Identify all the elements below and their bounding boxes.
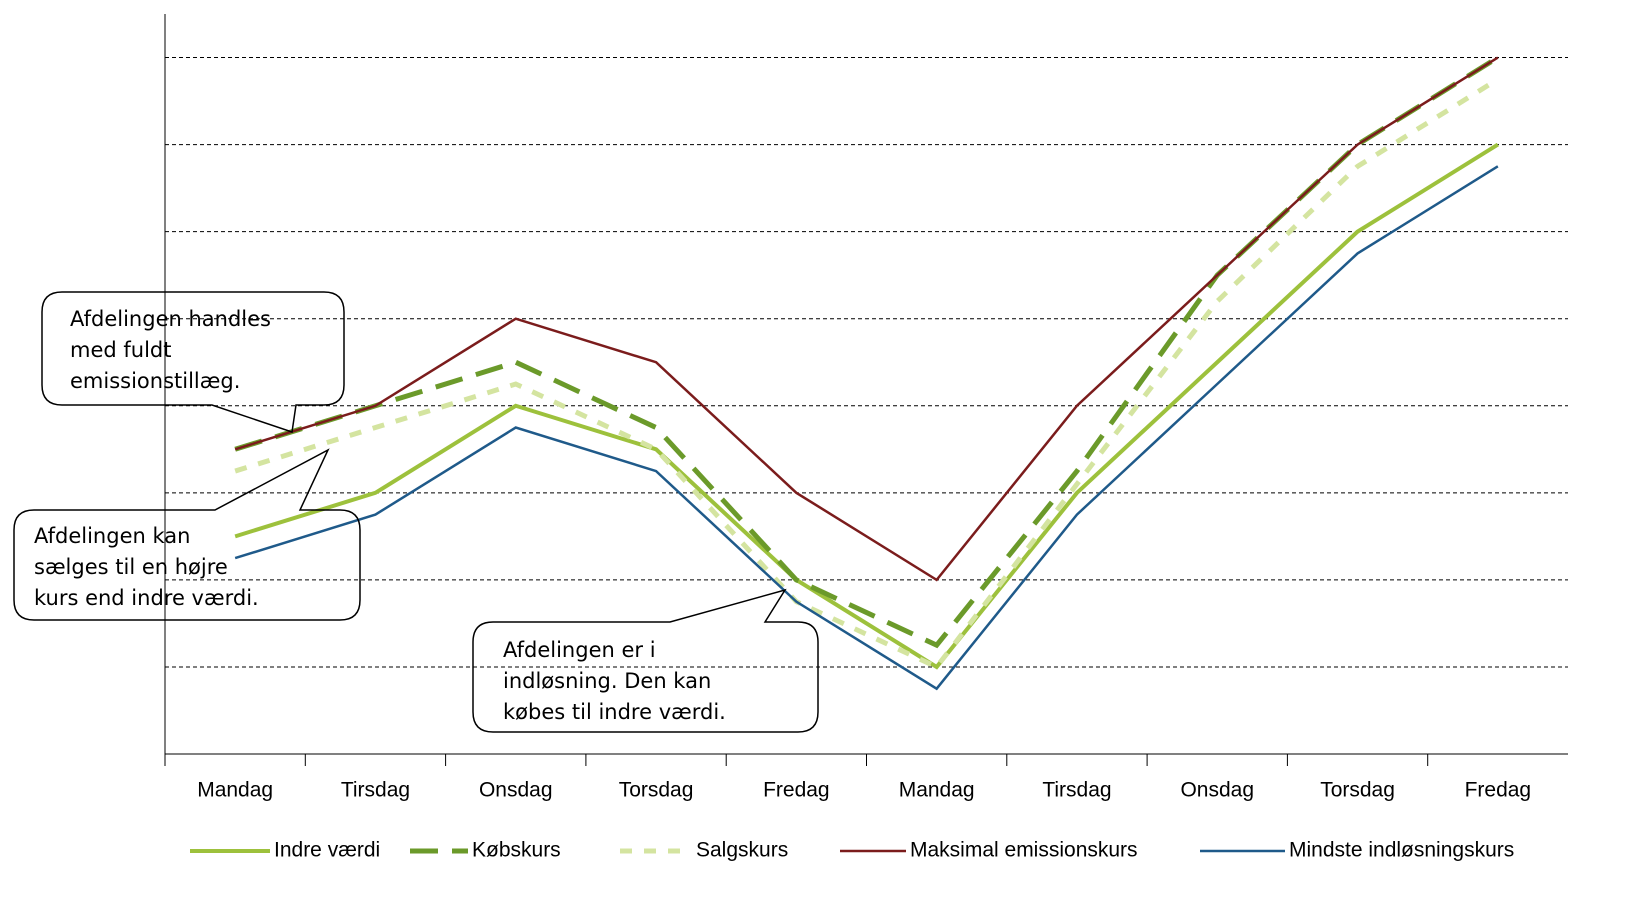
legend-label: Maksimal emissionskurs: [910, 839, 1138, 862]
x-tick-label: Mandag: [197, 779, 273, 802]
legend-label: Salgskurs: [696, 839, 788, 862]
x-tick-label: Onsdag: [1180, 779, 1254, 802]
annotation-text: købes til indre værdi.: [503, 700, 726, 724]
annotation-text: Afdelingen handles: [70, 307, 271, 331]
annotation-text: kurs end indre værdi.: [34, 586, 259, 610]
x-tick-label: Fredag: [763, 779, 830, 802]
legend-label: Indre værdi: [274, 839, 380, 862]
series-line: [234, 56, 1499, 582]
annotation-text: indløsning. Den kan: [503, 669, 711, 693]
series-line: [234, 55, 1500, 649]
x-tick-label: Tirsdag: [1042, 779, 1111, 802]
x-tick-label: Torsdag: [1320, 779, 1395, 802]
annotation-text: sælges til en højre: [34, 555, 228, 579]
series-line: [234, 77, 1500, 671]
annotation-text: Afdelingen er i: [503, 638, 656, 662]
series-line: [234, 165, 1499, 691]
callout-box: [41, 291, 345, 433]
annotation-text: Afdelingen kan: [34, 524, 190, 548]
legend-label: Købskurs: [472, 839, 561, 862]
annotation-text: med fuldt: [70, 338, 171, 362]
x-tick-label: Fredag: [1465, 779, 1532, 802]
series-line: [234, 142, 1499, 670]
x-tick-label: Onsdag: [479, 779, 553, 802]
legend-label: Mindste indløsningskurs: [1289, 839, 1514, 862]
callout-box: [13, 448, 361, 621]
x-tick-label: Mandag: [899, 779, 975, 802]
x-tick-label: Tirsdag: [341, 779, 410, 802]
callouts: Afdelingen handles med fuldt emissionstill…: [13, 291, 819, 733]
callout-box: [472, 588, 819, 733]
annotation-text: emissionstillæg.: [70, 369, 240, 393]
x-tick-label: Torsdag: [619, 779, 694, 802]
